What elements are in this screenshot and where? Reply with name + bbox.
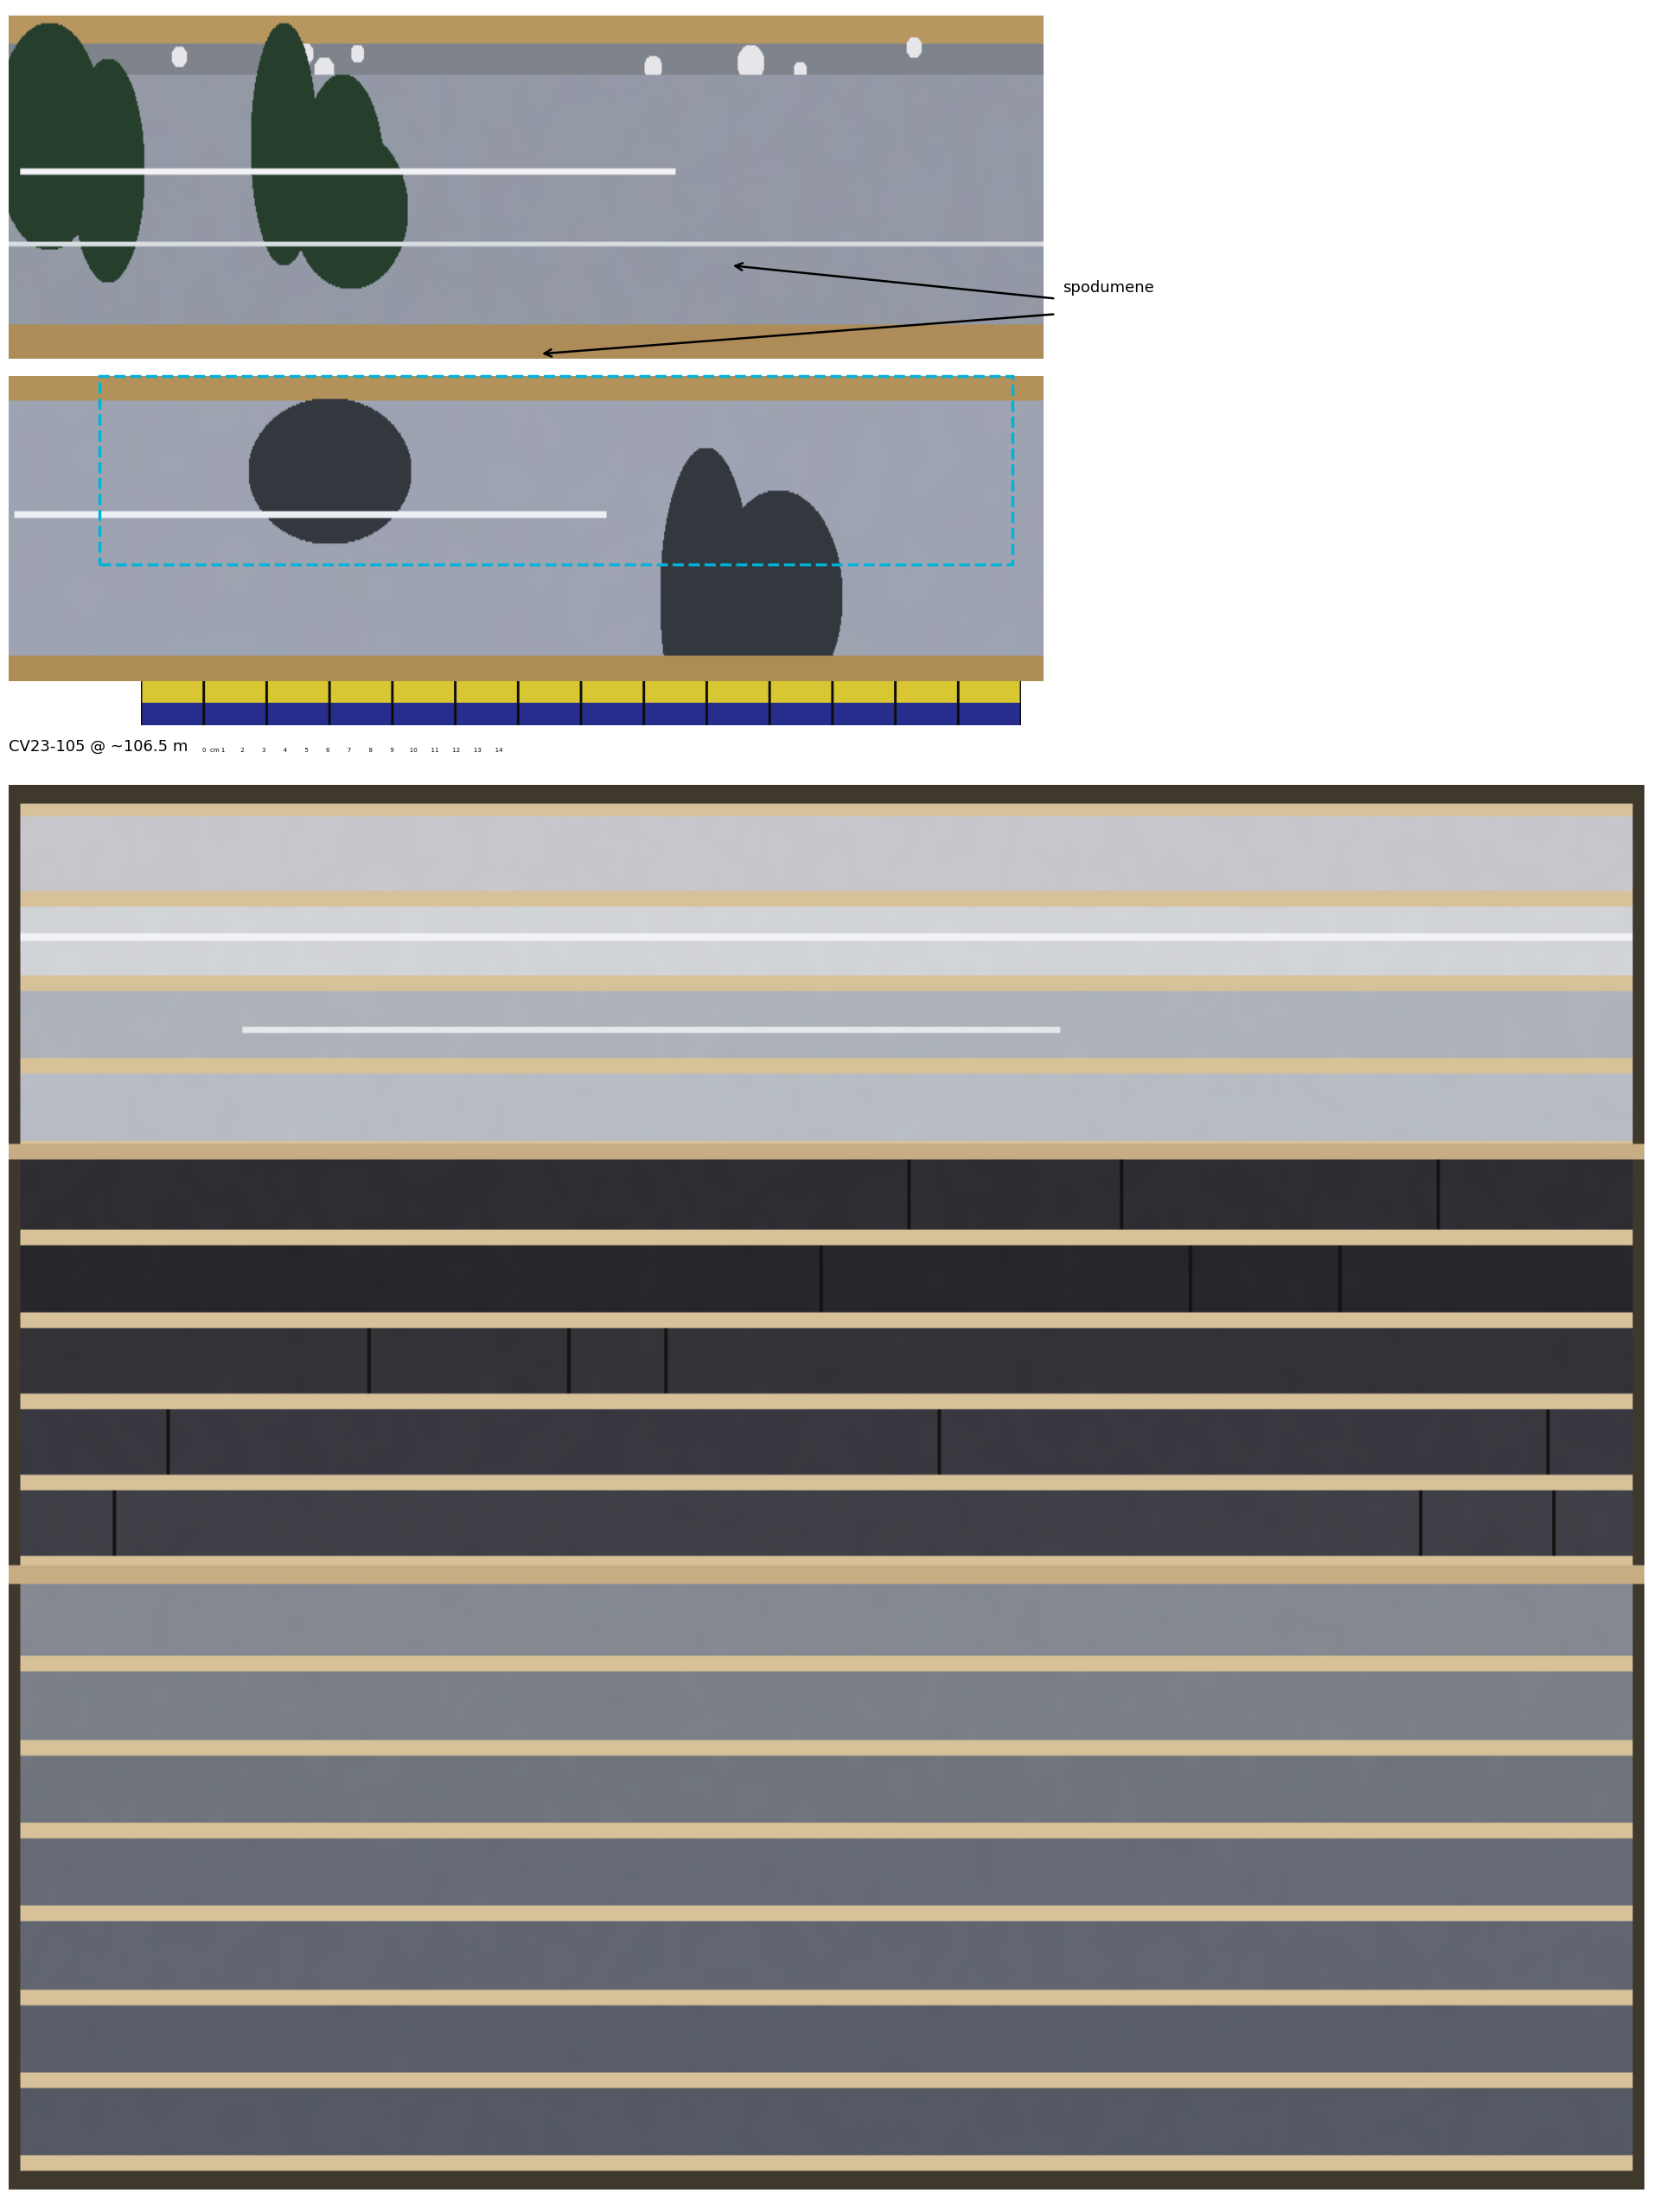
Text: 0  cm 1        2         3         4         5         6         7         8    : 0 cm 1 2 3 4 5 6 7 8 [203, 748, 503, 752]
Text: spodumene: spodumene [1062, 279, 1154, 296]
Text: CV23-105 @ ~106.5 m: CV23-105 @ ~106.5 m [8, 739, 188, 754]
